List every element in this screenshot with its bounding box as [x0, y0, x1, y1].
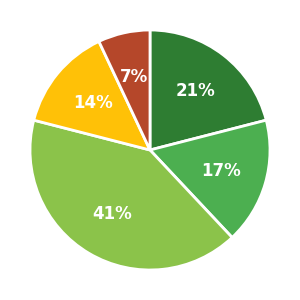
Wedge shape — [34, 41, 150, 150]
Wedge shape — [150, 30, 266, 150]
Text: 7%: 7% — [120, 68, 148, 86]
Text: 14%: 14% — [73, 94, 112, 112]
Wedge shape — [99, 30, 150, 150]
Wedge shape — [30, 120, 232, 270]
Wedge shape — [150, 120, 270, 238]
Text: 17%: 17% — [202, 162, 241, 180]
Text: 41%: 41% — [92, 205, 132, 223]
Text: 21%: 21% — [176, 82, 215, 100]
